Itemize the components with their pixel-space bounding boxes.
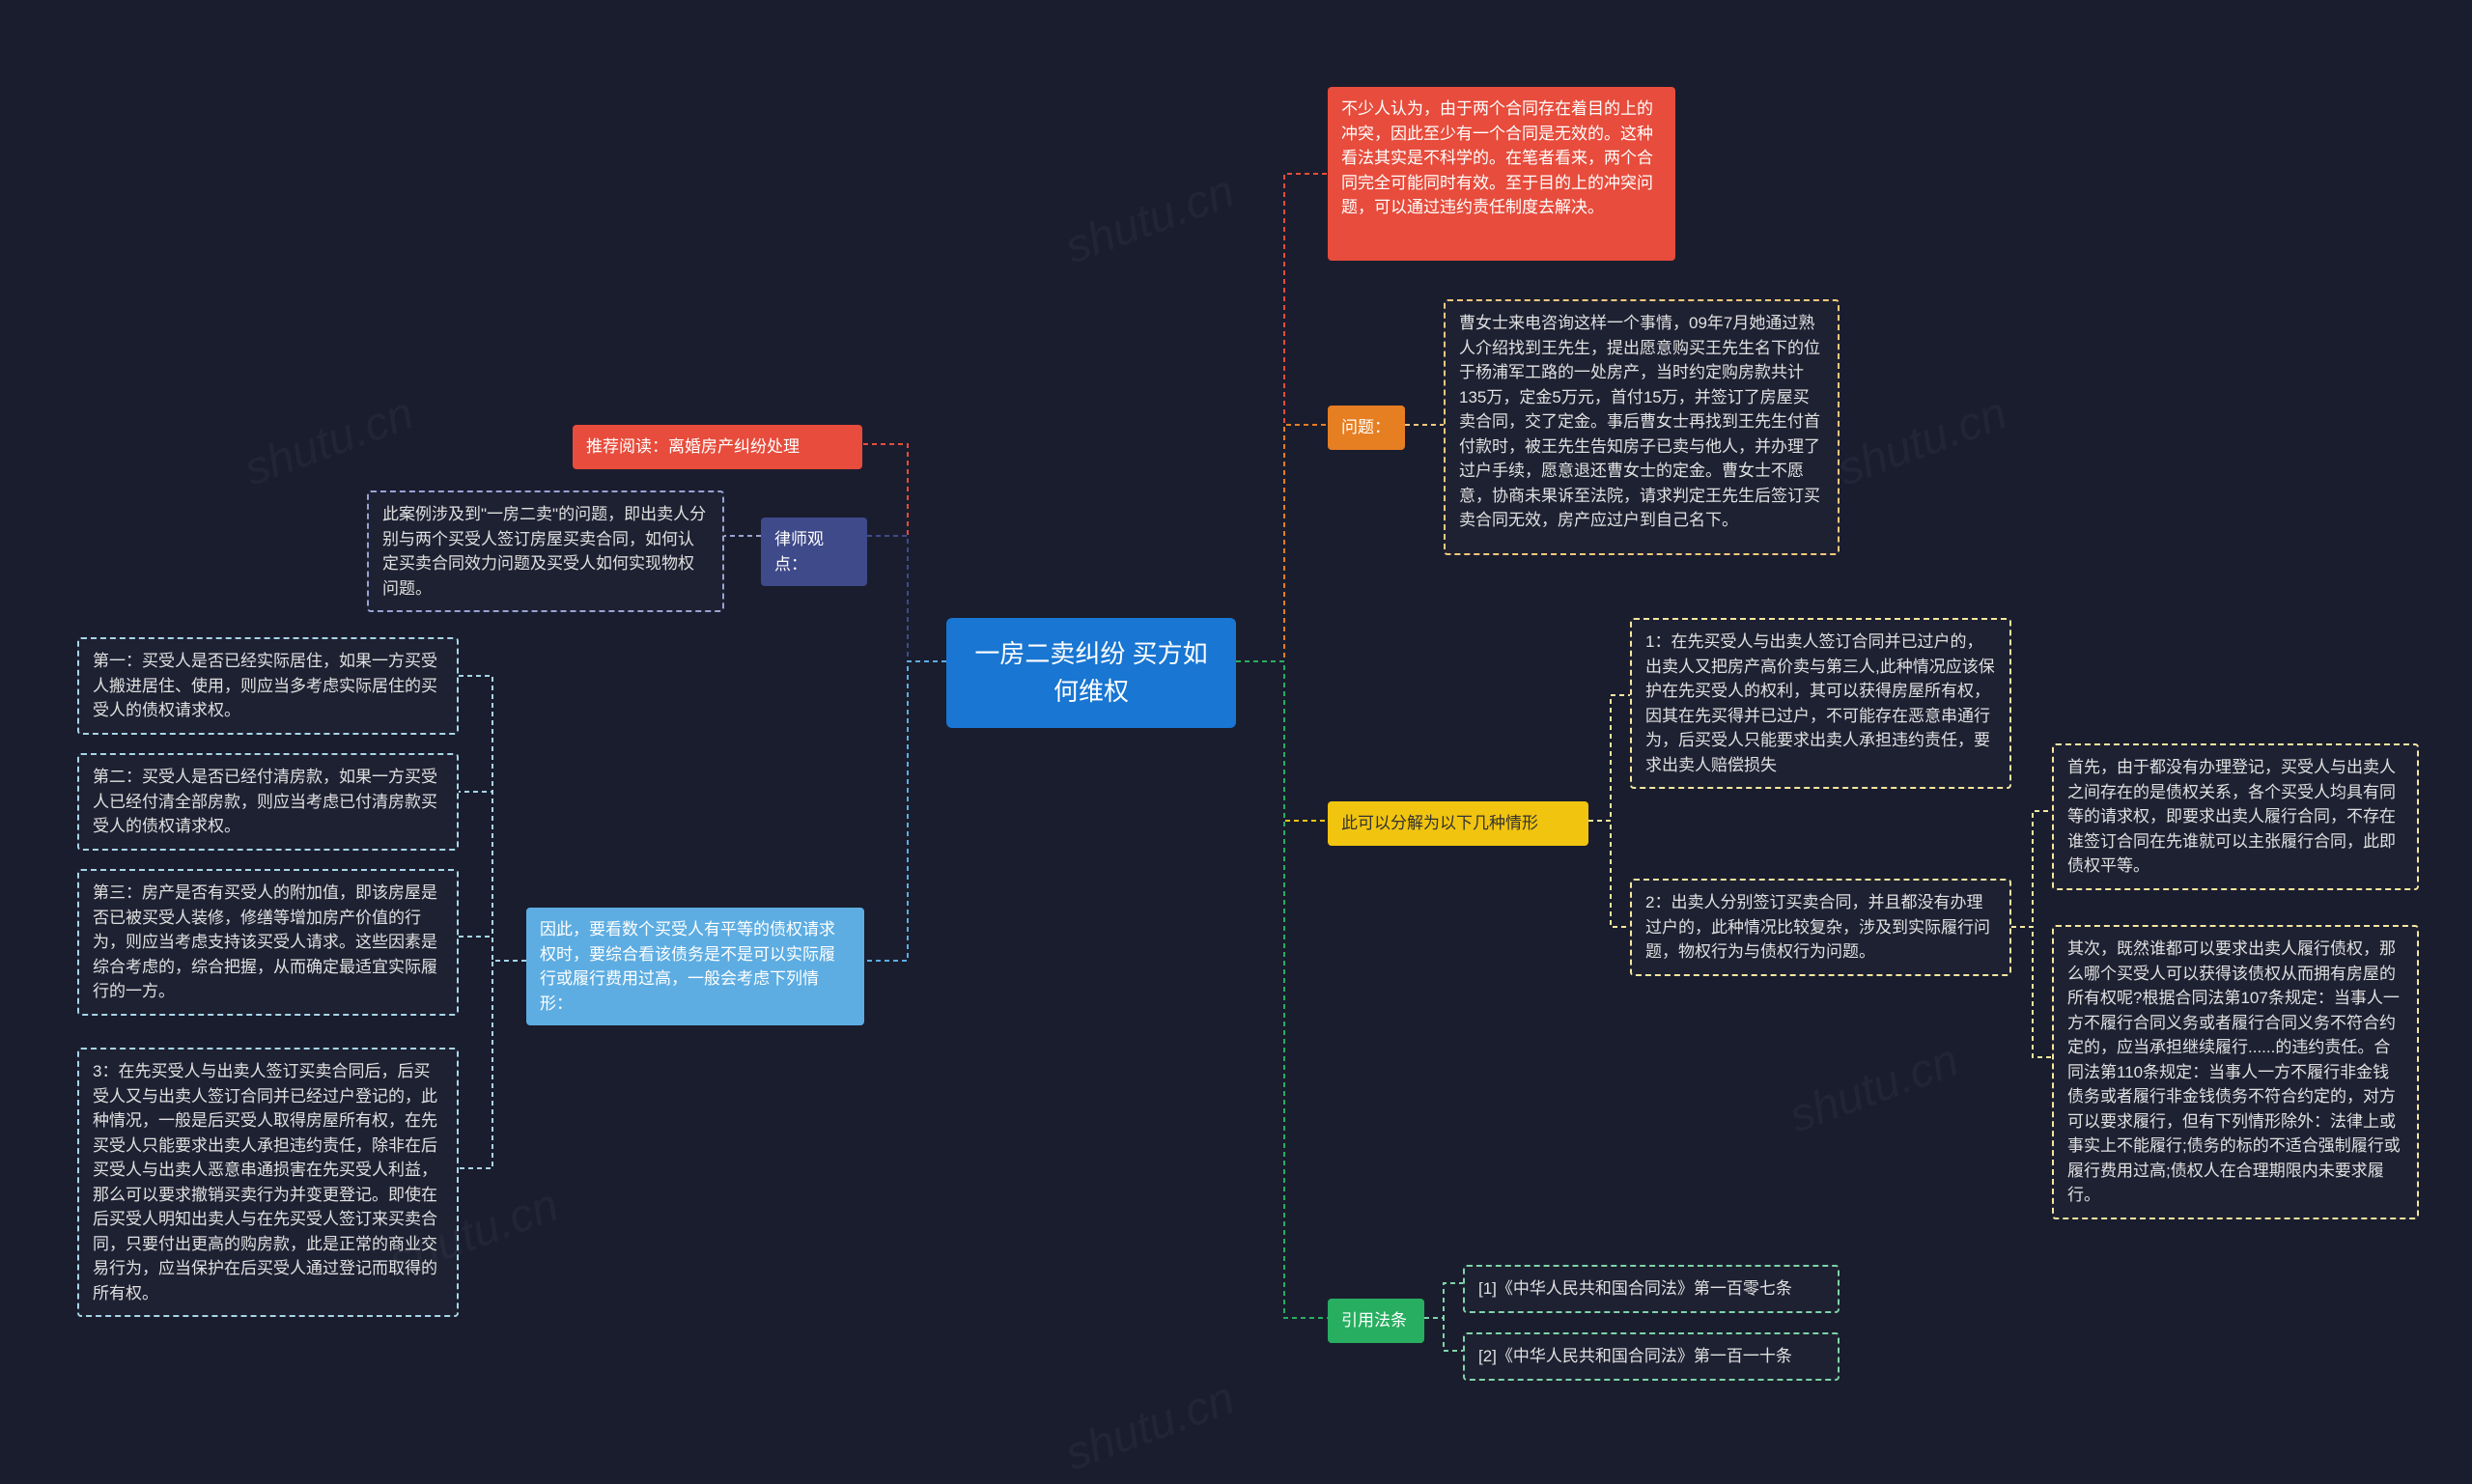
leaf-node: 第一：买受人是否已经实际居住，如果一方买受人搬进居住、使用，则应当多考虑实际居住…: [77, 637, 459, 735]
connector: [459, 961, 526, 1168]
branch-label: 因此，要看数个买受人有平等的债权请求权时，要综合看该债务是不是可以实际履行或履行…: [526, 908, 864, 1025]
leaf-node: 3：在先买受人与出卖人签订买卖合同后，后买受人又与出卖人签订合同并已经过户登记的…: [77, 1048, 459, 1317]
connector: [862, 444, 946, 661]
connector: [867, 536, 946, 661]
connector: [1236, 661, 1328, 821]
connector: [459, 676, 526, 961]
leaf-node: 曹女士来电咨询这样一个事情，09年7月她通过熟人介绍找到王先生，提出愿意购买王先…: [1444, 299, 1840, 555]
branch-label: 此可以分解为以下几种情形: [1328, 801, 1588, 846]
branch-label: 律师观点：: [761, 518, 867, 586]
leaf-node: [2]《中华人民共和国合同法》第一百一十条: [1463, 1332, 1840, 1381]
branch-label: 问题：: [1328, 406, 1405, 450]
branch-block: 不少人认为，由于两个合同存在着目的上的冲突，因此至少有一个合同是无效的。这种看法…: [1328, 87, 1675, 261]
connector: [1588, 821, 1630, 927]
branch-label: 推荐阅读：离婚房产纠纷处理: [573, 425, 862, 469]
watermark: shutu.cn: [1783, 1034, 1965, 1144]
connector: [459, 792, 526, 961]
leaf-node: 此案例涉及到"一房二卖"的问题，即出卖人分别与两个买受人签订房屋买卖合同，如何认…: [367, 490, 724, 612]
connector: [1588, 695, 1630, 821]
watermark: shutu.cn: [1058, 165, 1241, 275]
connector: [1236, 661, 1328, 1318]
branch-label: 引用法条: [1328, 1299, 1424, 1343]
connector: [2011, 811, 2052, 927]
connector: [864, 661, 946, 961]
connector: [1236, 174, 1328, 661]
leaf-node: 2：出卖人分别签订买卖合同，并且都没有办理过户的，此种情况比较复杂，涉及到实际履…: [1630, 879, 2011, 976]
watermark: shutu.cn: [238, 387, 420, 497]
connector: [1424, 1318, 1463, 1351]
leaf-node: 首先，由于都没有办理登记，买受人与出卖人之间存在的是债权关系，各个买受人均具有同…: [2052, 743, 2419, 890]
connector: [2011, 927, 2052, 1057]
leaf-node: 其次，既然谁都可以要求出卖人履行债权，那么哪个买受人可以获得该债权从而拥有房屋的…: [2052, 925, 2419, 1219]
watermark: shutu.cn: [1831, 387, 2013, 497]
center-node: 一房二卖纠纷 买方如何维权: [946, 618, 1236, 728]
leaf-node: 第二：买受人是否已经付清房款，如果一方买受人已经付清全部房款，则应当考虑已付清房…: [77, 753, 459, 851]
leaf-node: 第三：房产是否有买受人的附加值，即该房屋是否已被买受人装修，修缮等增加房产价值的…: [77, 869, 459, 1016]
connector: [1424, 1283, 1463, 1318]
leaf-node: [1]《中华人民共和国合同法》第一百零七条: [1463, 1265, 1840, 1313]
leaf-node: 1：在先买受人与出卖人签订合同并已过户的，出卖人又把房产高价卖与第三人,此种情况…: [1630, 618, 2011, 789]
connector: [1236, 425, 1328, 661]
watermark: shutu.cn: [1058, 1372, 1241, 1482]
connector: [459, 937, 526, 961]
